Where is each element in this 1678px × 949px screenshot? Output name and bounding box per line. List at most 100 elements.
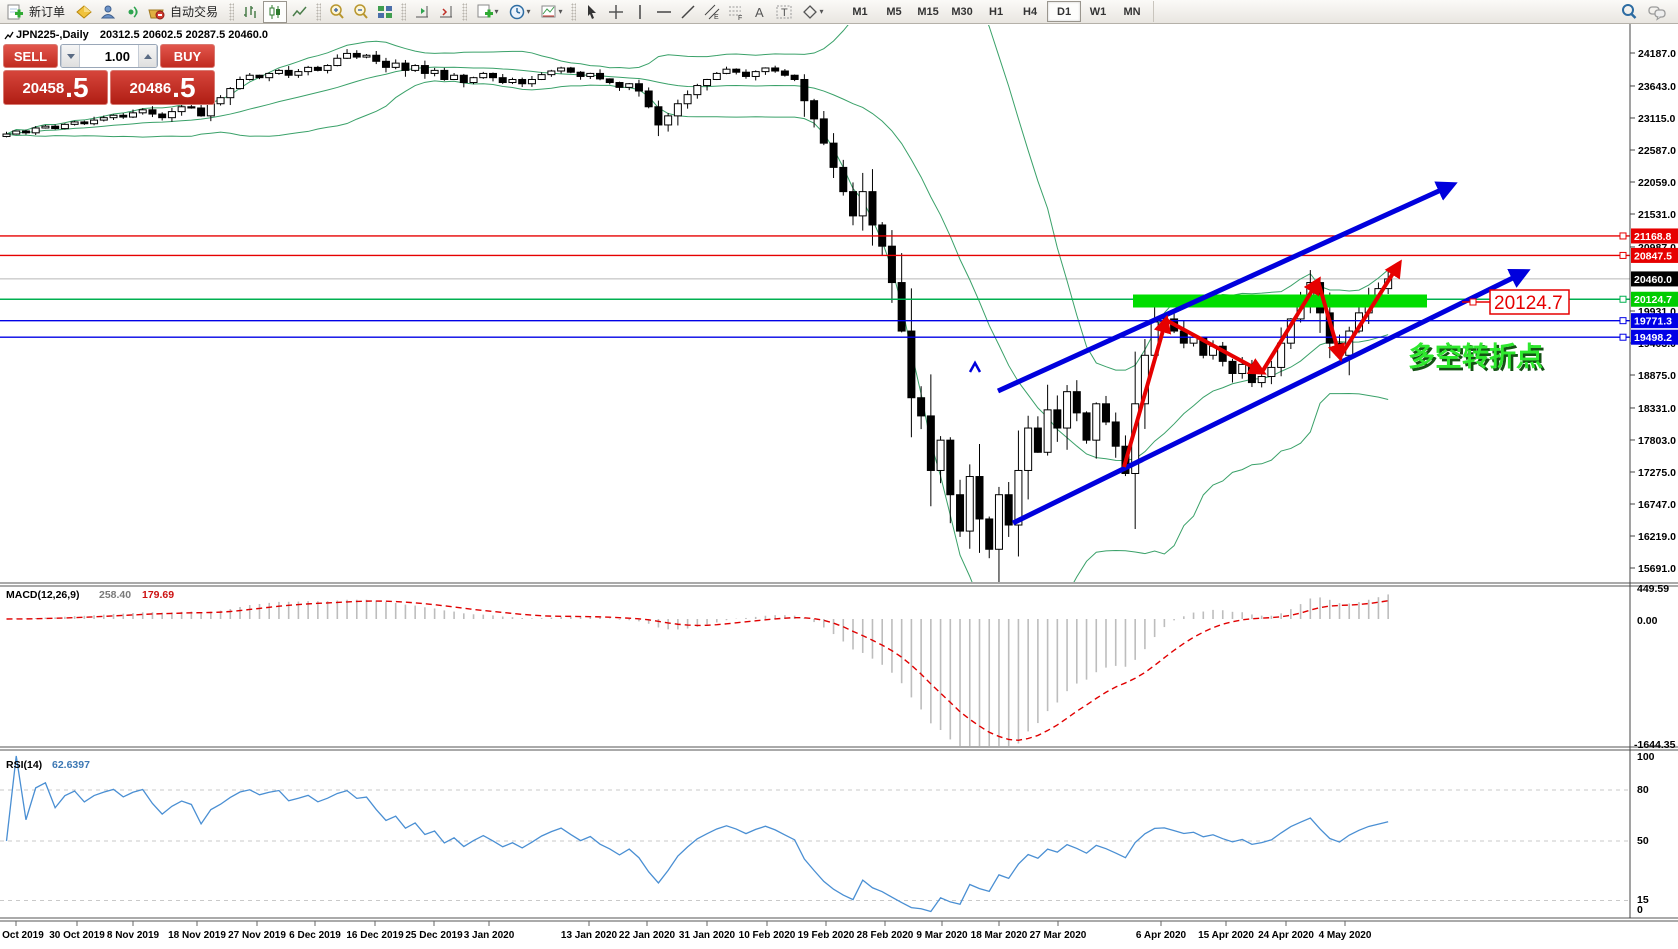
buy-button[interactable]: BUY xyxy=(160,44,215,68)
date-tick-label: 18 Mar 2020 xyxy=(971,930,1028,941)
bar-chart-icon[interactable] xyxy=(239,2,261,22)
community-icon[interactable] xyxy=(97,2,119,22)
zigzag-arrow-segment[interactable] xyxy=(1165,318,1267,375)
chart-shift-icon[interactable] xyxy=(411,2,433,22)
line-anchor-handle[interactable] xyxy=(1619,317,1627,325)
new-order-icon[interactable] xyxy=(4,2,26,22)
toolbar-separator xyxy=(401,2,407,21)
sell-price-display[interactable]: 20458.5 xyxy=(3,70,108,105)
candle-bear xyxy=(576,71,585,77)
trendline-icon[interactable] xyxy=(677,2,699,22)
date-tick-label: 6 Dec 2019 xyxy=(289,930,341,941)
lower-trendline-arrow[interactable] xyxy=(1011,269,1531,526)
zigzag-arrow-segment[interactable] xyxy=(1316,280,1346,363)
candle-bull xyxy=(1043,409,1052,453)
timeframe-button-m5[interactable]: M5 xyxy=(886,5,902,18)
buy-price-display[interactable]: 20486.5 xyxy=(110,70,215,105)
autotrade-label[interactable]: 自动交易 xyxy=(170,5,219,19)
zigzag-arrow-segment[interactable] xyxy=(1338,259,1402,359)
period-clock-icon[interactable]: ▾ xyxy=(504,2,534,22)
zigzag-arrow-segment[interactable] xyxy=(1260,276,1321,374)
equidistant-channel-icon[interactable]: E xyxy=(701,2,723,22)
timeframe-button-m15[interactable]: M15 xyxy=(917,5,939,18)
candle-bear xyxy=(1111,421,1120,447)
text-icon[interactable]: A xyxy=(749,2,771,22)
chat-icon[interactable] xyxy=(1646,2,1668,22)
candle-bull xyxy=(664,115,673,126)
rsi-label: RSI(14) xyxy=(6,759,42,771)
candle-bear xyxy=(187,106,196,109)
auto-scroll-icon[interactable] xyxy=(435,2,457,22)
cursor-icon[interactable] xyxy=(581,2,603,22)
candle-bear xyxy=(790,74,799,80)
price-tick-label: 23115.0 xyxy=(1638,113,1676,125)
candle-bull xyxy=(469,77,478,84)
candle-bear xyxy=(800,78,809,102)
candle-bull xyxy=(343,52,352,59)
sound-icon[interactable] xyxy=(121,2,143,22)
volume-input[interactable]: 1.00 xyxy=(104,48,130,64)
zigzag-arrow-segment[interactable] xyxy=(1122,314,1172,468)
zoom-in-icon[interactable] xyxy=(326,2,348,22)
fibonacci-icon[interactable]: F xyxy=(725,2,747,22)
timeframe-button-m1[interactable]: M1 xyxy=(852,5,868,18)
line-anchor-handle[interactable] xyxy=(1619,251,1627,259)
candle-bull xyxy=(1014,469,1023,526)
template-icon[interactable]: ▾ xyxy=(536,2,566,22)
candlestick-chart-icon[interactable] xyxy=(263,0,288,23)
text-label-icon[interactable]: T xyxy=(773,2,795,22)
zoom-out-icon[interactable] xyxy=(350,2,372,22)
timeframe-button-m30[interactable]: M30 xyxy=(951,5,973,18)
mql-gold-icon[interactable] xyxy=(73,2,95,22)
svg-text:多空转折点: 多空转折点 xyxy=(1408,341,1543,372)
one-click-trading-panel: SELL 1.00 BUY 20458.5 20486.5 xyxy=(3,44,215,105)
candle-bull xyxy=(128,112,137,118)
candle-bear xyxy=(158,113,167,119)
candle-bear xyxy=(1033,427,1042,453)
timeframe-button-d1[interactable]: D1 xyxy=(1047,1,1082,22)
shapes-icon[interactable]: ▾ xyxy=(797,2,827,22)
candle-bull xyxy=(304,66,313,73)
horizontal-line-icon[interactable] xyxy=(653,2,675,22)
volume-decrease-button[interactable] xyxy=(61,45,80,67)
price-tick-label: 22587.0 xyxy=(1638,145,1676,157)
tile-windows-icon[interactable] xyxy=(374,2,396,22)
search-icon[interactable] xyxy=(1618,2,1640,22)
cn-annotation-text[interactable]: 多空转折点 多空转折点 xyxy=(1408,341,1546,375)
price-callout-box[interactable]: 20124.7 xyxy=(1462,289,1570,315)
timeframe-button-h1[interactable]: H1 xyxy=(989,5,1004,18)
vertical-line-icon[interactable] xyxy=(629,2,651,22)
price-callout-text: 20124.7 xyxy=(1494,293,1563,314)
timeframe-button-mn[interactable]: MN xyxy=(1123,5,1141,18)
timeframe-button-w1[interactable]: W1 xyxy=(1089,5,1107,18)
svg-text:多空转折点: 多空转折点 xyxy=(1411,344,1546,375)
price-tick-label: 16219.0 xyxy=(1638,531,1676,543)
date-tick-label: 3 Jan 2020 xyxy=(464,930,515,941)
new-order-label[interactable]: 新订单 xyxy=(29,5,66,19)
line-chart-icon[interactable] xyxy=(289,2,311,22)
line-anchor-handle[interactable] xyxy=(1619,333,1627,341)
candle-bull xyxy=(965,476,974,532)
chart-ohlc-values: 20312.5 20602.5 20287.5 20460.0 xyxy=(99,29,269,41)
upper-trendline-arrow[interactable] xyxy=(996,181,1458,394)
candle-bull xyxy=(1267,366,1276,378)
new-chart-icon[interactable]: ▾ xyxy=(472,2,502,22)
crosshair-icon[interactable] xyxy=(605,2,627,22)
candle-bear xyxy=(615,82,624,88)
candle-bear xyxy=(440,69,449,80)
timeframe-button-h4[interactable]: H4 xyxy=(1023,5,1038,18)
up-arrow-marker[interactable] xyxy=(968,360,982,373)
line-anchor-handle[interactable] xyxy=(1619,295,1627,303)
chart-title: JPN225-,Daily 20312.5 20602.5 20287.5 20… xyxy=(16,29,268,41)
candle-bull xyxy=(294,71,303,76)
sell-button[interactable]: SELL xyxy=(3,44,58,68)
macd-scale-max: 449.59 xyxy=(1637,583,1669,595)
candle-bear xyxy=(849,191,858,217)
candle-bear xyxy=(810,100,819,120)
support-zone-bar[interactable] xyxy=(1133,294,1427,308)
line-anchor-handle[interactable] xyxy=(1619,232,1627,240)
volume-increase-button[interactable] xyxy=(138,45,157,67)
autotrade-icon[interactable] xyxy=(145,2,167,22)
